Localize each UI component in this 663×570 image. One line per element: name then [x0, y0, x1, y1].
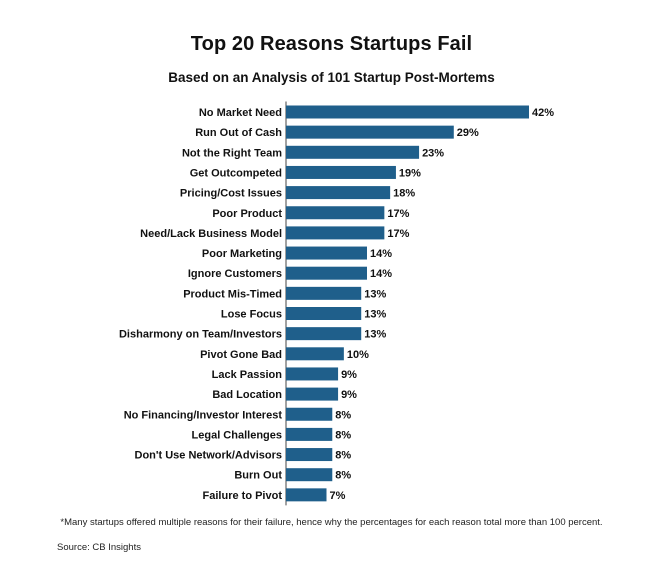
bar	[286, 266, 367, 280]
value-label: 18%	[393, 188, 415, 200]
bar-row: No Financing/Investor Interest 8%	[124, 407, 351, 421]
footnote: *Many startups offered multiple reasons …	[60, 517, 603, 528]
value-label: 14%	[370, 248, 392, 260]
category-label: Legal Challenges	[192, 429, 282, 441]
bar	[286, 367, 339, 381]
value-label: 9%	[341, 369, 357, 381]
category-label: Not the Right Team	[182, 147, 282, 159]
bar	[286, 286, 362, 300]
category-label: Bad Location	[212, 389, 282, 401]
value-label: 23%	[422, 147, 444, 159]
bar-row: Need/Lack Business Model 17%	[140, 226, 410, 240]
category-label: Pricing/Cost Issues	[180, 188, 282, 200]
bar	[286, 468, 333, 482]
category-label: Poor Product	[212, 208, 282, 220]
value-label: 8%	[335, 470, 351, 482]
value-label: 19%	[399, 167, 421, 179]
bar-row: Lack Passion 9%	[212, 367, 357, 381]
bar-row: Lose Focus 13%	[221, 307, 386, 321]
bar-row: Not the Right Team 23%	[182, 145, 444, 159]
bar	[286, 327, 362, 341]
value-label: 7%	[330, 490, 346, 502]
value-label: 17%	[387, 208, 409, 220]
bar	[286, 307, 362, 320]
category-label: Poor Marketing	[202, 248, 282, 260]
bar	[286, 105, 529, 119]
category-label: No Financing/Investor Interest	[124, 409, 283, 421]
bar	[286, 407, 333, 421]
bar-row: Don't Use Network/Advisors 8%	[135, 448, 351, 462]
bar	[286, 448, 333, 462]
bar-row: Bad Location 9%	[212, 387, 357, 401]
bar	[286, 427, 333, 441]
category-label: Burn Out	[234, 470, 282, 482]
bar	[286, 347, 344, 361]
category-label: Pivot Gone Bad	[200, 349, 282, 361]
category-label: Product Mis-Timed	[183, 288, 282, 300]
value-label: 13%	[364, 288, 386, 300]
value-label: 29%	[457, 127, 479, 139]
value-label: 13%	[364, 309, 386, 321]
bar-row: Burn Out 8%	[234, 468, 351, 482]
bar-row: Product Mis-Timed 13%	[183, 286, 386, 300]
category-label: Lose Focus	[221, 309, 282, 321]
value-label: 13%	[364, 329, 386, 341]
category-label: Run Out of Cash	[195, 127, 282, 139]
bar-row: Pivot Gone Bad 10%	[200, 347, 369, 361]
bar	[286, 226, 385, 240]
value-label: 10%	[347, 349, 369, 361]
category-label: Failure to Pivot	[203, 490, 283, 502]
chart-title: Top 20 Reasons Startups Fail	[190, 33, 473, 55]
category-label: Need/Lack Business Model	[140, 228, 282, 240]
bar	[286, 387, 339, 401]
source-note: Source: CB Insights	[57, 542, 141, 553]
category-label: Disharmony on Team/Investors	[119, 329, 282, 341]
bar	[286, 165, 396, 179]
category-label: Get Outcompeted	[190, 167, 282, 179]
value-label: 17%	[387, 228, 409, 240]
category-label: Ignore Customers	[188, 268, 282, 280]
category-label: Lack Passion	[212, 369, 283, 381]
bars-group: No Market Need 42% Run Out of Cash 29% Not t…	[119, 105, 554, 502]
bar-row: Legal Challenges 8%	[192, 427, 351, 441]
bar-row: Pricing/Cost Issues 18%	[180, 186, 415, 200]
value-label: 42%	[532, 107, 554, 119]
bar	[286, 145, 420, 159]
category-label: Don't Use Network/Advisors	[135, 450, 282, 462]
bar-row: No Market Need 42%	[199, 105, 554, 119]
category-label: No Market Need	[199, 107, 282, 119]
bar-row: Failure to Pivot 7%	[203, 488, 346, 502]
bar-row: Poor Product 17%	[212, 206, 410, 220]
bar	[286, 488, 327, 502]
bar-row: Run Out of Cash 29%	[195, 125, 479, 139]
bar-row: Get Outcompeted 19%	[190, 165, 421, 179]
bar-row: Ignore Customers 14%	[188, 266, 392, 280]
value-label: 8%	[335, 450, 351, 462]
bar	[286, 125, 454, 139]
value-label: 14%	[370, 268, 392, 280]
value-label: 8%	[335, 429, 351, 441]
value-label: 8%	[335, 409, 351, 421]
bar-row: Disharmony on Team/Investors 13%	[119, 327, 386, 341]
bar	[286, 246, 367, 260]
bar-chart: No Market Need 42% Run Out of Cash 29% Not t…	[119, 101, 554, 506]
value-label: 9%	[341, 389, 357, 401]
bar-row: Poor Marketing 14%	[202, 246, 392, 260]
bar	[286, 186, 391, 200]
chart-subtitle: Based on an Analysis of 101 Startup Post…	[168, 70, 495, 85]
bar	[286, 206, 385, 220]
